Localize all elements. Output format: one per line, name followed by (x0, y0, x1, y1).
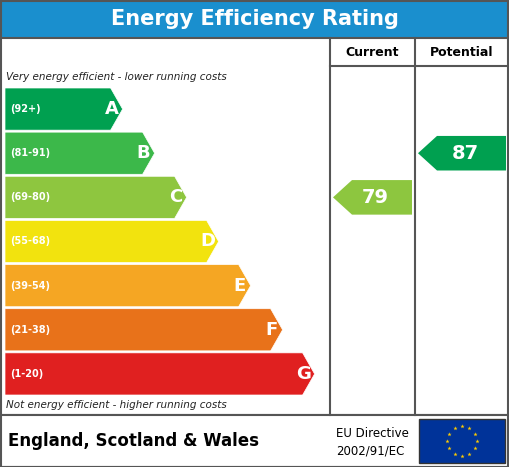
Text: D: D (200, 233, 215, 250)
Text: (1-20): (1-20) (10, 369, 43, 379)
Text: (55-68): (55-68) (10, 236, 50, 247)
Text: England, Scotland & Wales: England, Scotland & Wales (8, 432, 259, 450)
Bar (0, 415, 509, 467)
Polygon shape (333, 180, 412, 215)
Text: 87: 87 (451, 144, 478, 163)
Text: (21-38): (21-38) (10, 325, 50, 335)
Text: Not energy efficient - higher running costs: Not energy efficient - higher running co… (6, 400, 227, 410)
Text: 2002/91/EC: 2002/91/EC (336, 445, 404, 458)
Text: (92+): (92+) (10, 104, 41, 114)
Text: C: C (169, 188, 182, 206)
Polygon shape (5, 353, 315, 395)
Text: 79: 79 (362, 188, 389, 207)
Polygon shape (418, 136, 506, 170)
Text: (69-80): (69-80) (10, 192, 50, 202)
Text: Very energy efficient - lower running costs: Very energy efficient - lower running co… (6, 72, 227, 82)
Text: (39-54): (39-54) (10, 281, 50, 290)
Bar (419, 419, 505, 463)
Text: (81-91): (81-91) (10, 148, 50, 158)
Text: A: A (105, 100, 119, 118)
Polygon shape (5, 265, 250, 307)
Text: Current: Current (346, 45, 399, 58)
Polygon shape (5, 88, 123, 130)
Polygon shape (5, 176, 187, 219)
Text: B: B (137, 144, 151, 162)
Text: F: F (266, 321, 278, 339)
Text: E: E (234, 276, 246, 295)
Text: Energy Efficiency Rating: Energy Efficiency Rating (110, 9, 399, 29)
Polygon shape (5, 132, 155, 174)
Polygon shape (5, 220, 218, 262)
Bar (0, 0, 509, 38)
Text: Potential: Potential (430, 45, 494, 58)
Bar (0, 38, 509, 415)
Text: G: G (296, 365, 311, 383)
Polygon shape (5, 309, 282, 351)
Text: EU Directive: EU Directive (336, 427, 409, 440)
